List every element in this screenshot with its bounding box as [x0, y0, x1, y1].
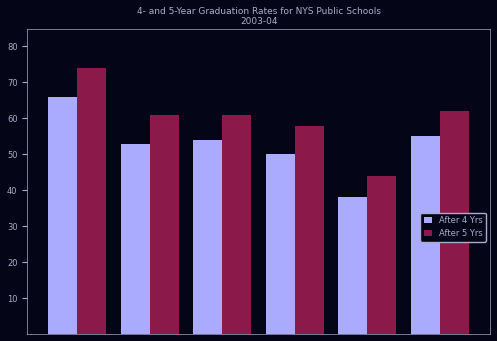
Bar — [78, 68, 106, 334]
Legend: After 4 Yrs, After 5 Yrs: After 4 Yrs, After 5 Yrs — [420, 213, 486, 241]
Bar — [121, 144, 150, 334]
Bar — [411, 136, 440, 334]
Title: 4- and 5-Year Graduation Rates for NYS Public Schools
2003-04: 4- and 5-Year Graduation Rates for NYS P… — [137, 7, 381, 26]
Bar — [193, 140, 222, 334]
Bar — [440, 111, 469, 334]
Bar — [48, 97, 78, 334]
Bar — [150, 115, 179, 334]
Bar — [367, 176, 397, 334]
Bar — [338, 197, 367, 334]
Bar — [266, 154, 295, 334]
Bar — [222, 115, 251, 334]
Bar — [295, 125, 324, 334]
